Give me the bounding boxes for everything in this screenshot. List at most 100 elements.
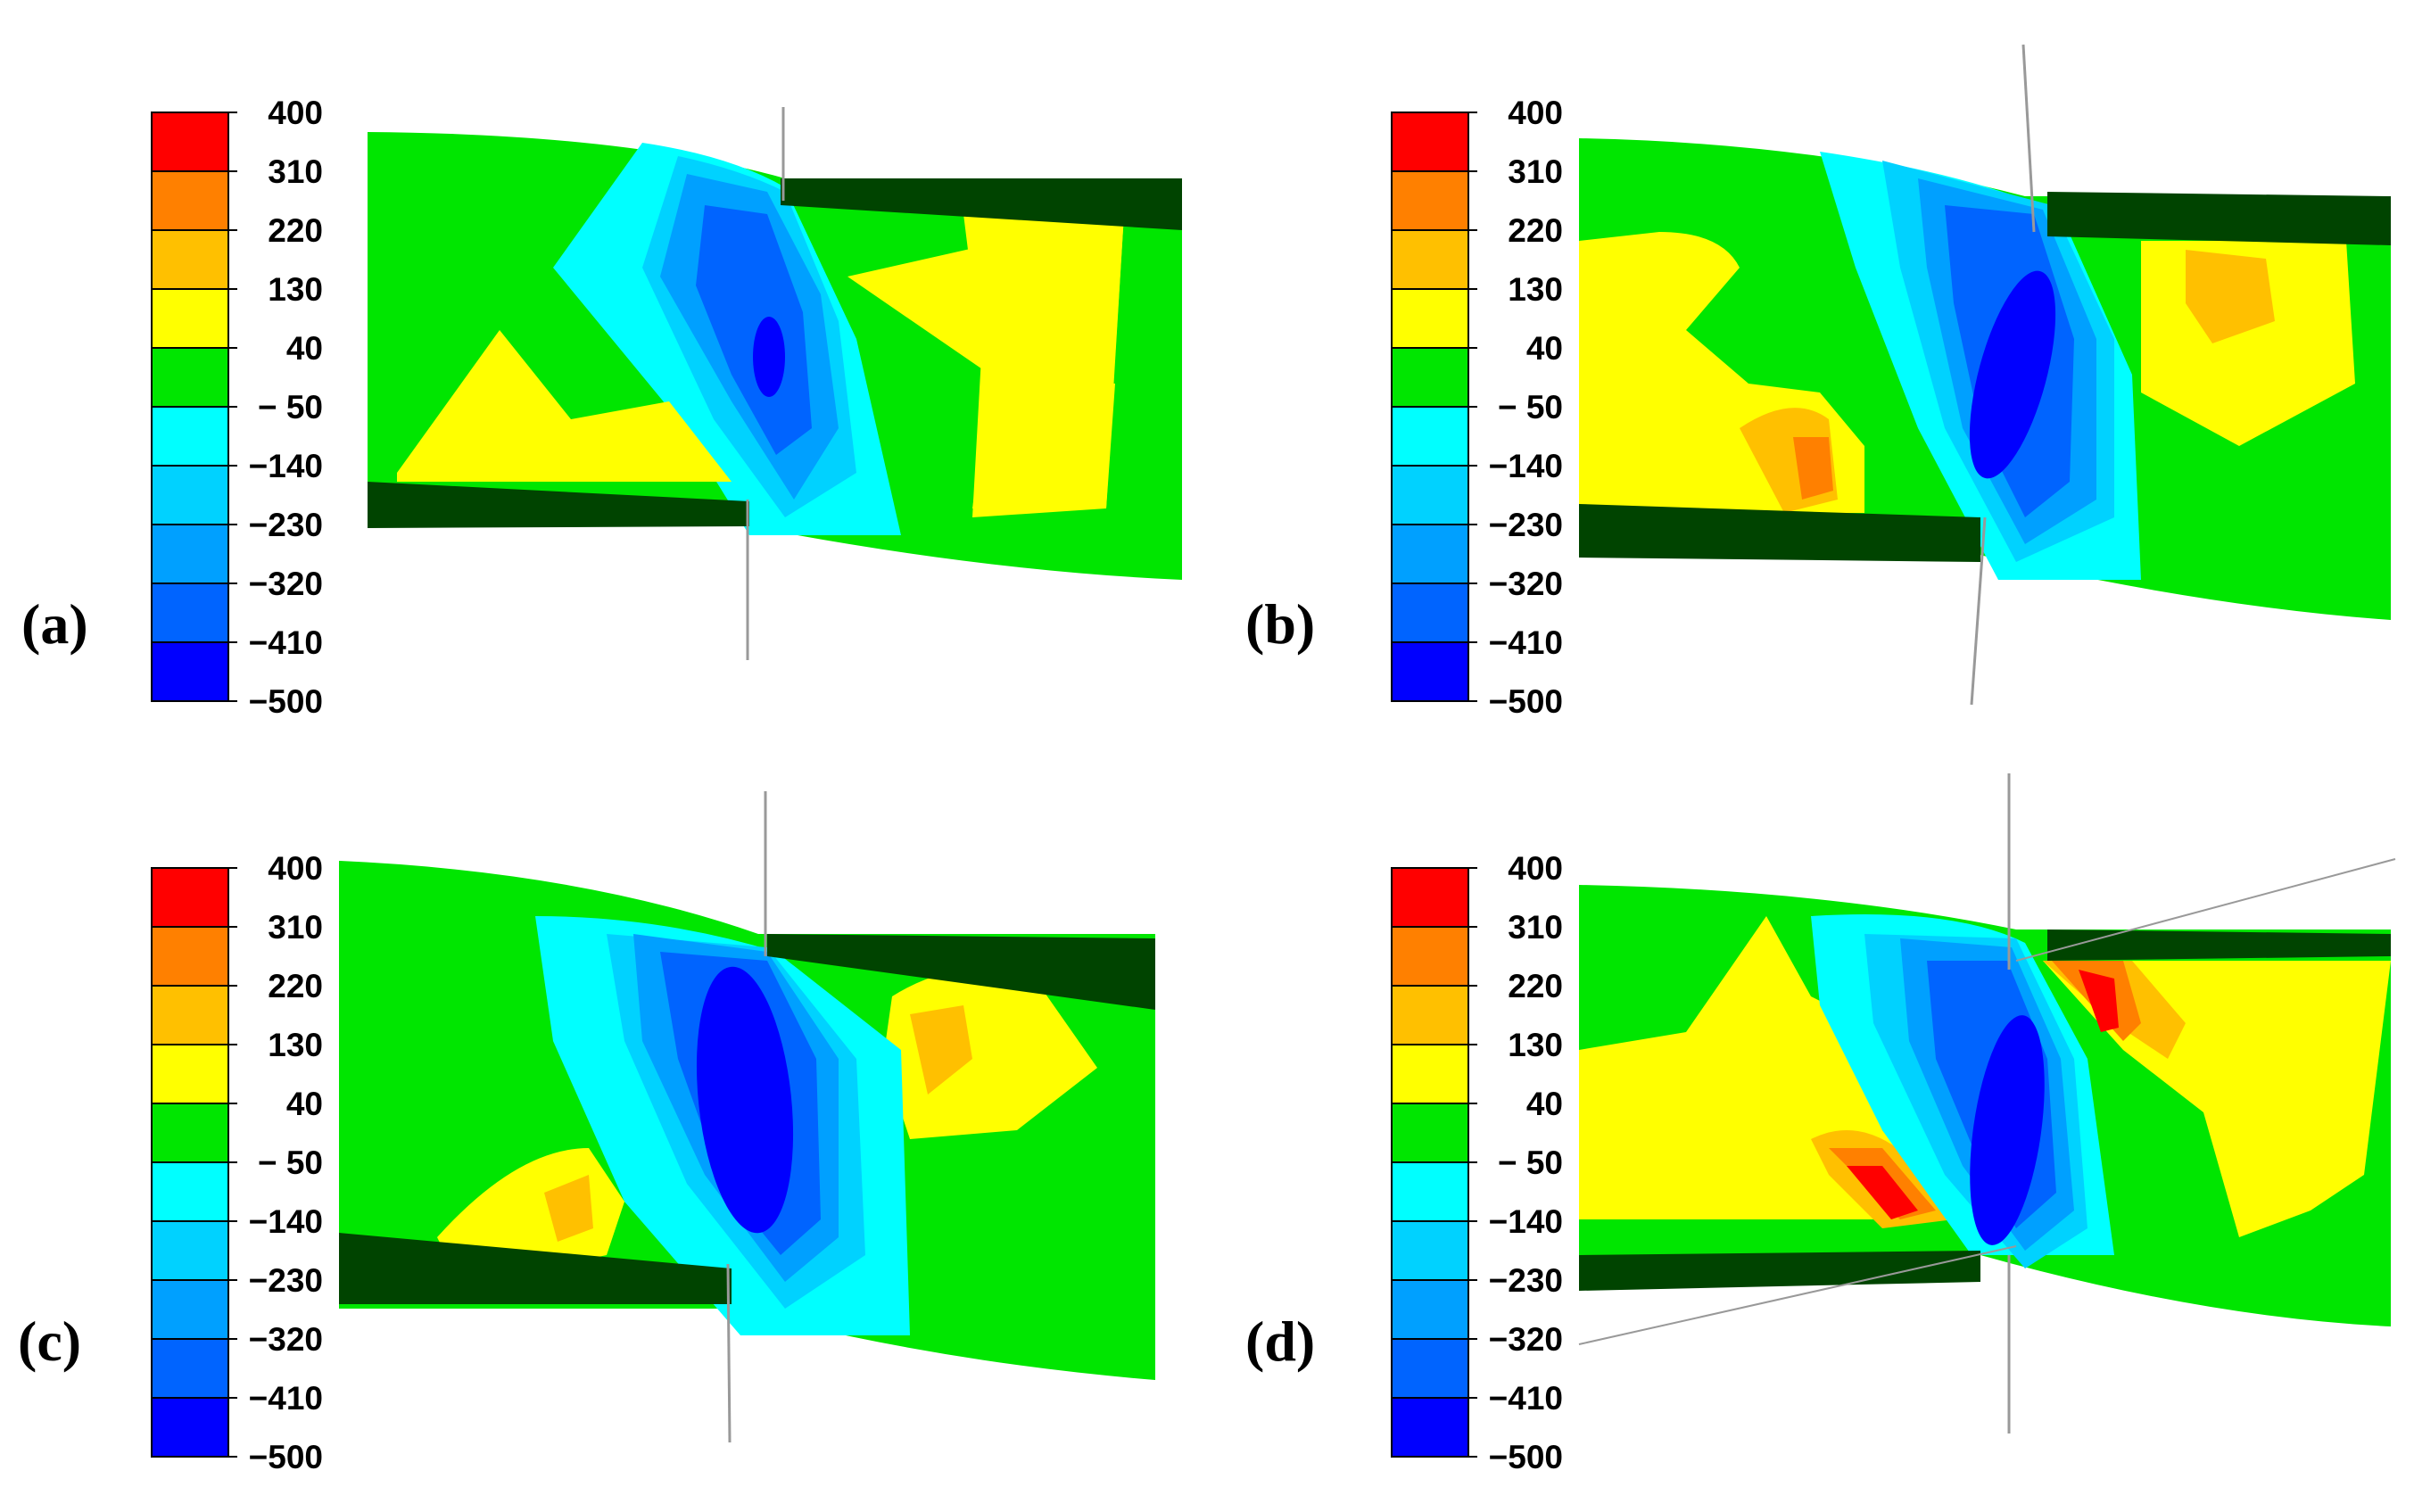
colorbar-tick-label: −320 xyxy=(1489,1321,1563,1358)
colorbar-segment xyxy=(1391,1220,1469,1281)
orange-left xyxy=(544,1175,593,1242)
orange-right xyxy=(2186,250,2275,343)
colorbar-tick-label: 40 xyxy=(286,1086,323,1122)
colorbar-tick-label: − 50 xyxy=(1498,389,1563,426)
colorbar-tick-label: 220 xyxy=(1508,212,1563,249)
colorbar-segment xyxy=(151,1338,229,1399)
colorbar-segment xyxy=(1391,641,1469,702)
upper-roll xyxy=(781,178,1182,230)
colorbar-segment xyxy=(151,1161,229,1222)
colorbar-tick-label: 400 xyxy=(1508,850,1563,887)
colorbar-segment xyxy=(151,1397,229,1458)
colorbar-segment xyxy=(1391,524,1469,584)
colorbar-tick-label: −140 xyxy=(1489,1203,1563,1240)
colorbar-segment xyxy=(151,465,229,525)
colorbar-tick-label: 40 xyxy=(1526,330,1563,367)
upper-roll xyxy=(767,934,1155,1010)
colorbar-tick-label: − 50 xyxy=(258,1144,323,1181)
colorbar-segment xyxy=(151,1279,229,1340)
colorbar-tick-label: −410 xyxy=(249,1380,323,1417)
colorbar-segment xyxy=(1391,1397,1469,1458)
colorbar-tick-label: −500 xyxy=(249,683,323,720)
colorbar-tick-label: 40 xyxy=(1526,1086,1563,1122)
colorbar-tick-label: −230 xyxy=(1489,1262,1563,1299)
deep-blue-band xyxy=(696,205,812,455)
guide-line-bottom xyxy=(726,1263,732,1443)
lower-roll xyxy=(1579,504,1980,562)
colorbar-segment xyxy=(151,1044,229,1104)
colorbar-d: 400 310 220 130 40 − 50 −140 −230 −320 −410 −500 xyxy=(1391,850,1563,1475)
colorbar-segment xyxy=(1391,465,1469,525)
colorbar-segment xyxy=(1391,985,1469,1045)
contour-plot-b xyxy=(1579,44,2391,706)
colorbar-tick-label: 130 xyxy=(268,271,323,308)
colorbar-tick-label: 130 xyxy=(268,1027,323,1063)
colorbar-tick-label: 220 xyxy=(1508,968,1563,1004)
panel-d-figure: 400 310 220 130 40 − 50 −140 −230 −320 −410 −500 xyxy=(1391,773,2396,1475)
colorbar-segment xyxy=(1391,867,1469,928)
colorbar-segment xyxy=(1391,1044,1469,1104)
colorbar-segment xyxy=(1391,582,1469,643)
colorbar-segment xyxy=(151,1103,229,1163)
colorbar-tick-label: −500 xyxy=(1489,1439,1563,1475)
core-blue xyxy=(696,966,794,1234)
core-blue xyxy=(1969,270,2056,479)
diagonal-line-top xyxy=(2015,858,2396,962)
colorbar-segment xyxy=(151,985,229,1045)
colorbar-tick-label: 310 xyxy=(1508,153,1563,190)
colorbar-tick-label: 310 xyxy=(1508,909,1563,946)
panel-d: 400 310 220 130 40 − 50 −140 −230 −320 −410 −500 (… xyxy=(1240,756,2414,1511)
colorbar-a: 400 310 220 130 40 − 50 −140 −230 −320 −410 −500 xyxy=(151,95,323,720)
colorbar-tick-label: −230 xyxy=(249,507,323,543)
colorbar-tick-label: − 50 xyxy=(258,389,323,426)
colorbar-segment xyxy=(151,524,229,584)
panel-b: 400 310 220 130 40 − 50 −140 −230 −320 −410 −500 (… xyxy=(1240,0,2414,756)
panel-c: 400 310 220 130 40 − 50 −140 −230 −320 −410 −500 (… xyxy=(0,756,1207,1511)
colorbar-tick-label: − 50 xyxy=(1498,1144,1563,1181)
lower-roll xyxy=(339,1233,732,1304)
colorbar-tick-label: 220 xyxy=(268,968,323,1004)
colorbar-tick-label: 400 xyxy=(1508,95,1563,131)
contour-plot-a xyxy=(368,107,1182,660)
colorbar-segment xyxy=(1391,229,1469,290)
guide-line-bottom xyxy=(1970,516,1987,706)
colorbar-c: 400 310 220 130 40 − 50 −140 −230 −320 −410 −500 xyxy=(151,850,323,1475)
colorbar-tick-label: −410 xyxy=(1489,624,1563,661)
colorbar-segment xyxy=(151,582,229,643)
colorbar-tick-label: 310 xyxy=(268,909,323,946)
colorbar-segment xyxy=(151,1220,229,1281)
core-blue xyxy=(753,317,785,397)
colorbar-tick-label: 220 xyxy=(268,212,323,249)
colorbar-tick-label: −230 xyxy=(1489,507,1563,543)
panel-label-b: (b) xyxy=(1245,592,1316,656)
upper-roll xyxy=(2047,930,2391,961)
colorbar-tick-label: 130 xyxy=(1508,1027,1563,1063)
colorbar-segment xyxy=(1391,926,1469,987)
lower-roll xyxy=(1579,1251,1980,1291)
upper-roll xyxy=(2047,192,2391,245)
colorbar-segment xyxy=(1391,1161,1469,1222)
panel-label-c: (c) xyxy=(18,1310,82,1373)
panel-label-a: (a) xyxy=(21,592,88,656)
colorbar-segment xyxy=(151,288,229,349)
yellow-right-2 xyxy=(963,214,1124,517)
contour-plot-d xyxy=(1578,773,2396,1434)
colorbar-tick-label: −140 xyxy=(249,448,323,484)
colorbar-tick-label: 130 xyxy=(1508,271,1563,308)
red-left xyxy=(1847,1166,1918,1219)
colorbar-segment xyxy=(151,170,229,231)
colorbar-tick-label: 310 xyxy=(268,153,323,190)
colorbar-segment xyxy=(151,406,229,467)
colorbar-tick-label: −320 xyxy=(1489,566,1563,602)
colorbar-tick-label: 400 xyxy=(268,850,323,887)
colorbar-segment xyxy=(1391,1103,1469,1163)
colorbar-segment xyxy=(151,641,229,702)
colorbar-tick-label: −410 xyxy=(1489,1380,1563,1417)
colorbar-tick-label: 40 xyxy=(286,330,323,367)
colorbar-segment xyxy=(1391,347,1469,408)
colorbar-tick-label: −230 xyxy=(249,1262,323,1299)
colorbar-segment xyxy=(151,347,229,408)
panel-a: 400 310 220 130 40 − 50 −140 −230 −320 −410 −500 (… xyxy=(0,0,1207,756)
yellow-left xyxy=(437,1148,624,1268)
colorbar-tick-label: −320 xyxy=(249,566,323,602)
